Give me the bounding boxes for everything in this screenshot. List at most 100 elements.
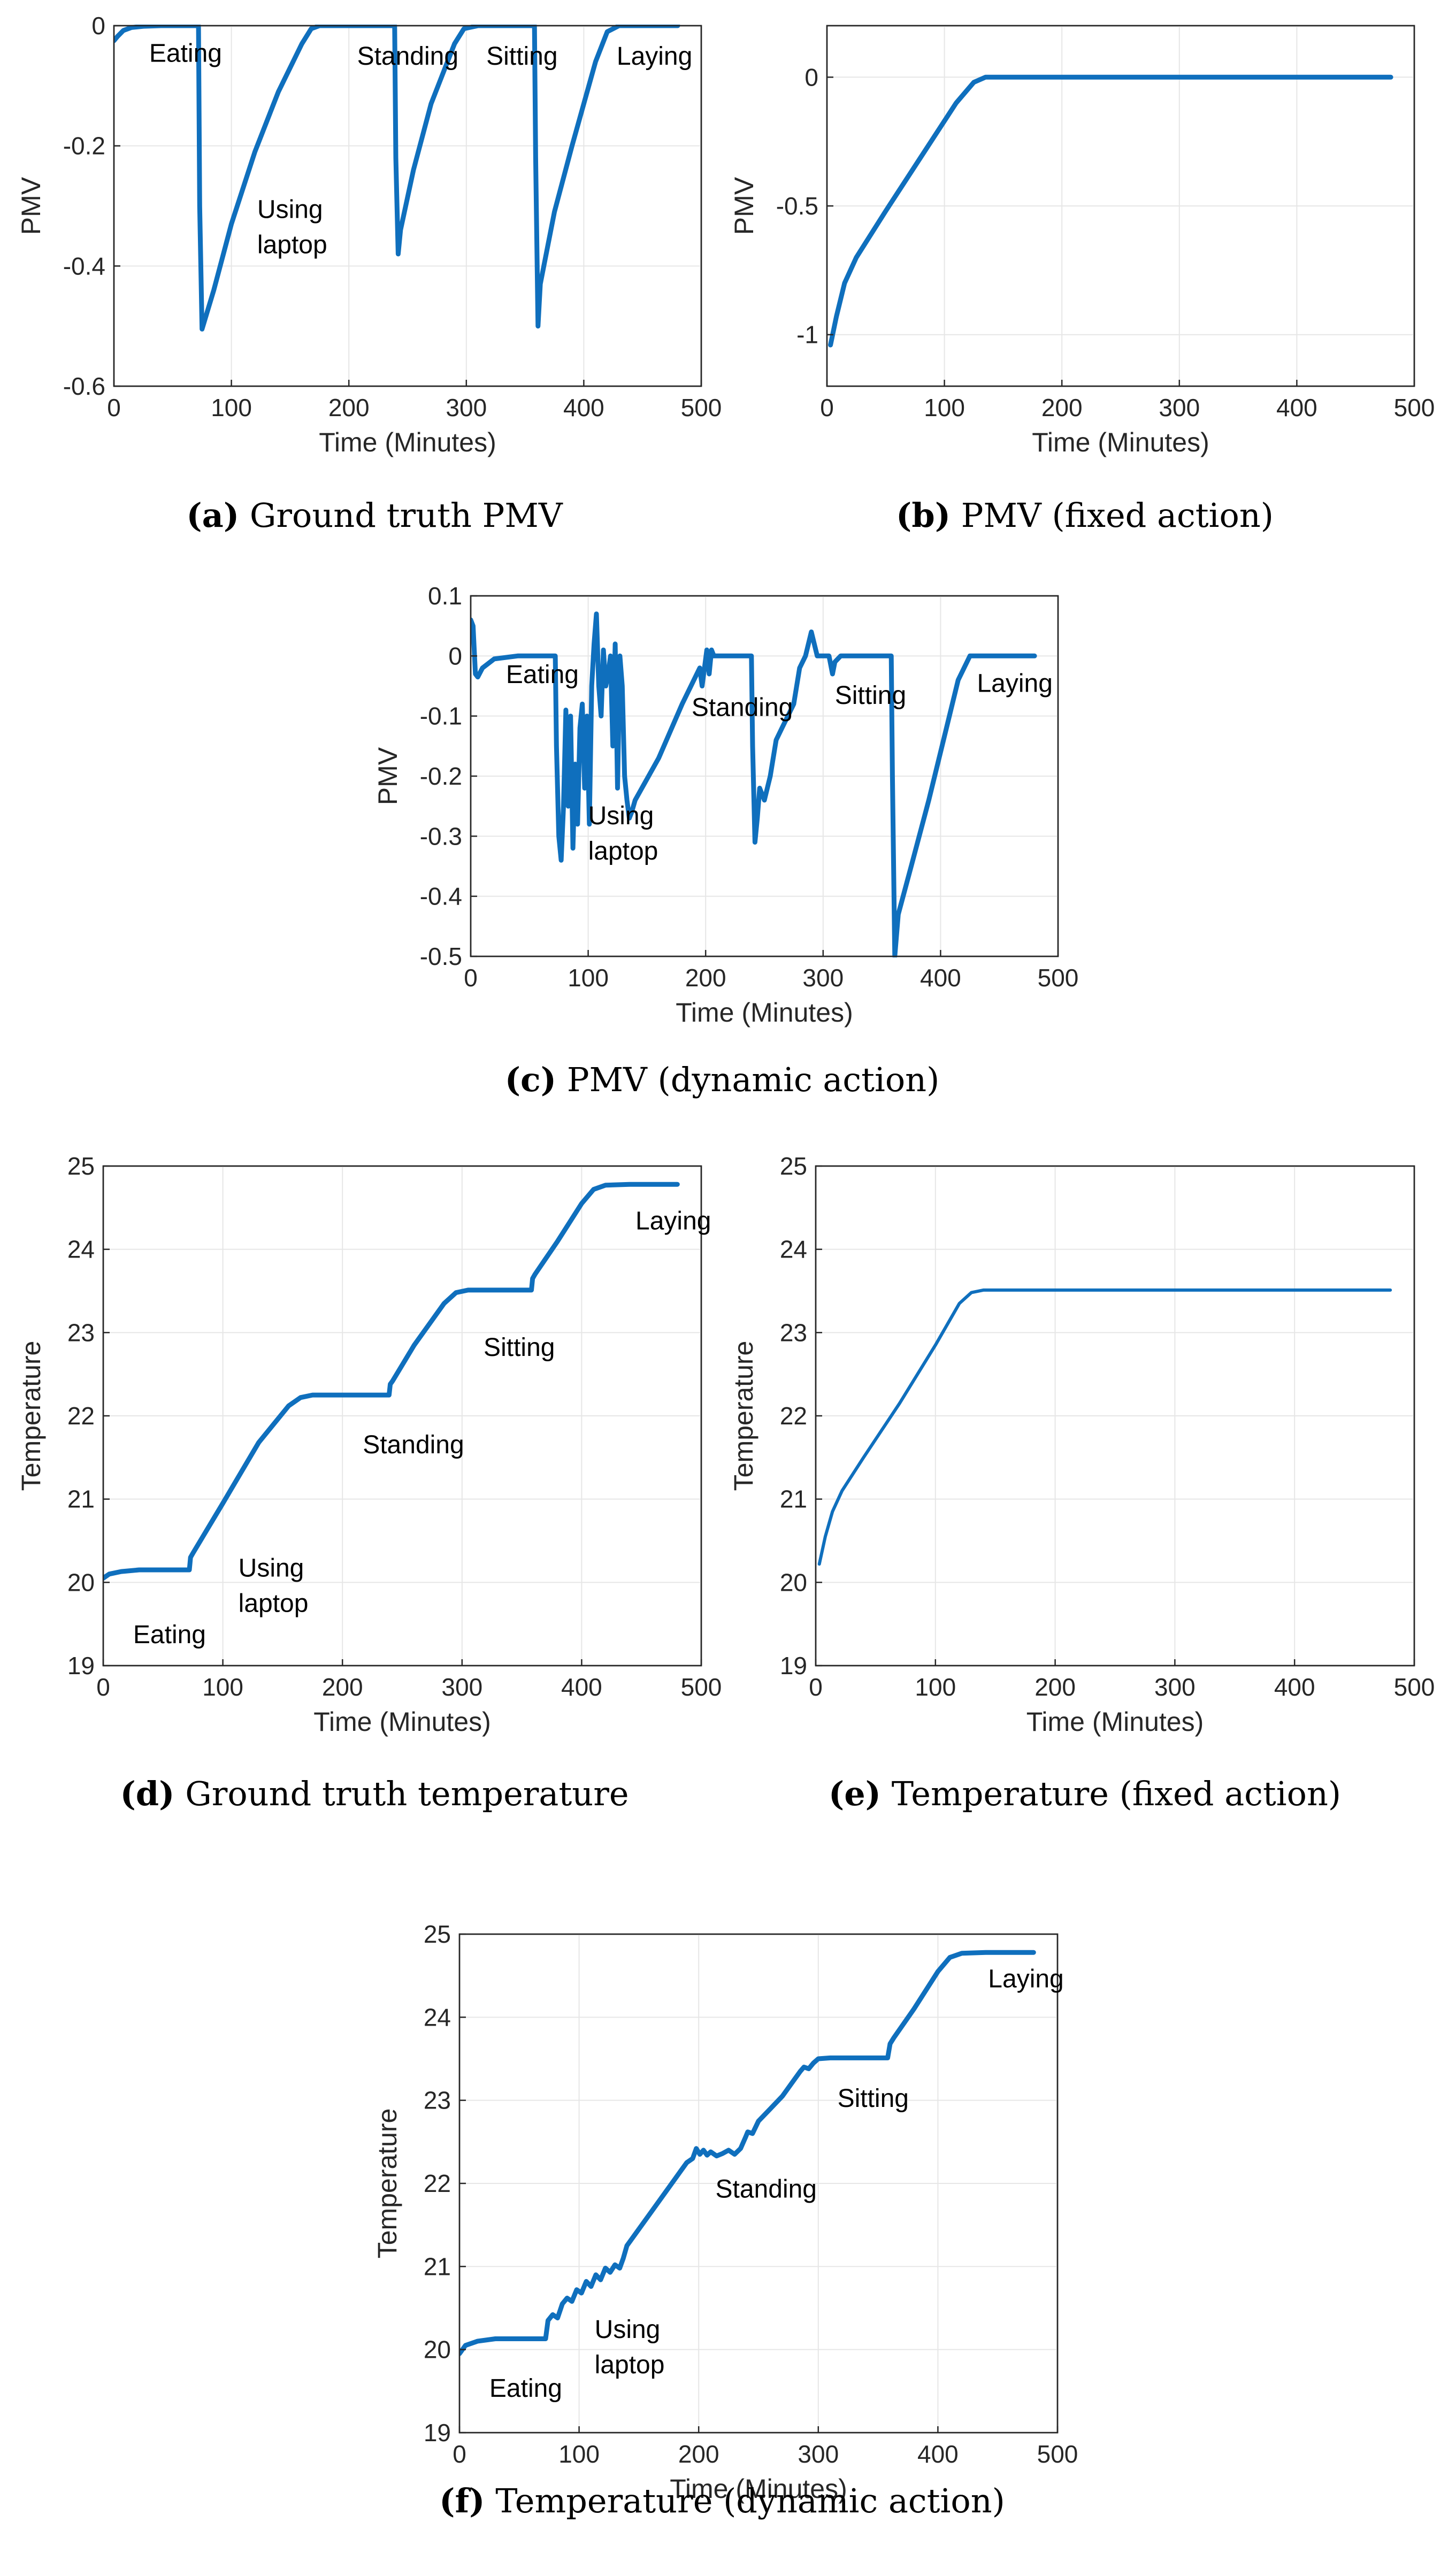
series-line-0: [103, 1182, 680, 1581]
annotation-label: Eating: [506, 661, 579, 689]
x-tick-label: 400: [920, 964, 961, 992]
y-tick-label: 25: [780, 1152, 807, 1180]
y-tick-label: -0.6: [63, 372, 105, 400]
annotation-label: Laying: [617, 42, 692, 71]
subfigure-caption: (e) Temperature (fixed action): [829, 1774, 1341, 1813]
y-tick-label: -0.5: [420, 942, 462, 970]
y-tick-label: -0.3: [420, 822, 462, 850]
chart-d: 0 100 200 300 400 500 19 20 21 22 23 24 25 Time (Minu…: [16, 1152, 722, 1813]
y-tick-label: 25: [67, 1152, 95, 1180]
chart-a: 0 100 200 300 400 500 -0.6 -0.4 -0.2 0 Time (Minut…: [16, 12, 722, 535]
chart-c: 0 100 200 300 400 500 -0.5 -0.4 -0.3 -0.2 -0.1 0 0.1…: [373, 582, 1078, 1099]
annotation-label: Sitting: [484, 1333, 555, 1362]
y-tick-label: 21: [67, 1485, 95, 1513]
y-tick-label: 23: [67, 1318, 95, 1346]
y-tick-label: -0.4: [63, 252, 105, 280]
x-tick-label: 300: [446, 394, 487, 421]
y-tick-label: 22: [67, 1402, 95, 1430]
x-tick-label: 500: [1038, 964, 1079, 992]
x-tick-label: 0: [820, 394, 834, 421]
x-axis-label: Time (Minutes): [670, 2474, 847, 2504]
y-tick-label: 0: [448, 642, 462, 670]
annotation-label: Eating: [149, 39, 222, 67]
x-tick-label: 0: [453, 2440, 466, 2468]
y-axis-label: Temperature: [729, 1341, 758, 1491]
y-tick-label: 24: [780, 1236, 807, 1263]
annotation-label: Standing: [692, 694, 793, 722]
series-line-0: [459, 1950, 1036, 2356]
y-tick-label: -0.2: [420, 762, 462, 790]
subfigure-caption: (f) Temperature (dynamic action): [439, 2481, 1005, 2520]
y-tick-label: 22: [424, 2169, 451, 2197]
annotation-label: Eating: [133, 1621, 206, 1649]
x-tick-label: 0: [809, 1673, 823, 1701]
x-tick-label: 400: [563, 394, 604, 421]
y-tick-label: 19: [780, 1652, 807, 1680]
annotation-label: Sitting: [838, 2084, 909, 2113]
x-tick-label: 300: [798, 2440, 839, 2468]
chart-b: 0 100 200 300 400 500 -1 -0.5 0 Time (Minutes) PMV…: [729, 25, 1435, 535]
y-tick-label: 0.1: [428, 582, 462, 610]
annotation-label: Standing: [363, 1431, 464, 1459]
x-tick-label: 500: [1037, 2440, 1078, 2468]
x-tick-label: 300: [441, 1673, 482, 1701]
x-axis-label: Time (Minutes): [676, 998, 853, 1028]
x-tick-label: 500: [1394, 1673, 1435, 1701]
y-axis-label: PMV: [729, 177, 759, 235]
annotation-label: Sitting: [835, 681, 906, 710]
x-tick-label: 0: [464, 964, 478, 992]
annotation-label: Sitting: [486, 42, 557, 71]
subfigure-caption: (d) Ground truth temperature: [120, 1774, 629, 1813]
annotation-label: Eating: [489, 2374, 562, 2403]
x-tick-label: 500: [681, 1673, 722, 1701]
x-axis-label: Time (Minutes): [313, 1707, 491, 1737]
x-tick-label: 100: [211, 394, 252, 421]
x-tick-label: 200: [678, 2440, 719, 2468]
x-tick-label: 300: [802, 964, 844, 992]
y-axis-label: PMV: [16, 177, 46, 235]
y-tick-label: 25: [424, 1920, 451, 1948]
y-tick-label: 0: [804, 63, 818, 91]
x-tick-label: 0: [96, 1673, 110, 1701]
y-axis-label: Temperature: [16, 1341, 46, 1491]
annotation-label: Standing: [357, 42, 459, 71]
y-tick-label: 23: [424, 2087, 451, 2114]
x-tick-label: 100: [202, 1673, 243, 1701]
y-tick-label: -1: [796, 321, 818, 349]
x-axis-label: Time (Minutes): [1032, 427, 1209, 457]
annotation-label: Laying: [988, 1965, 1063, 1993]
chart-f: 0 100 200 300 400 500 19 20 21 22 23 24 25 Time (Minu…: [372, 1920, 1078, 2520]
annotation-label: Using laptop: [588, 802, 658, 865]
x-tick-label: 500: [1394, 394, 1435, 421]
y-tick-label: 24: [424, 2003, 451, 2031]
x-tick-label: 200: [1041, 394, 1083, 421]
y-tick-label: -0.1: [420, 702, 462, 730]
x-tick-label: 400: [917, 2440, 959, 2468]
series-line-0: [828, 74, 1393, 348]
y-tick-label: 20: [424, 2336, 451, 2364]
x-tick-label: 200: [1034, 1673, 1076, 1701]
y-tick-label: 20: [67, 1568, 95, 1596]
annotation-label: Using laptop: [239, 1554, 309, 1617]
annotation-label: Standing: [716, 2175, 817, 2203]
series-line-0: [471, 611, 1037, 957]
axes-box: [113, 25, 702, 387]
y-tick-label: 0: [91, 12, 105, 40]
x-tick-label: 400: [561, 1673, 602, 1701]
y-tick-label: 24: [67, 1236, 95, 1263]
y-tick-label: 19: [67, 1652, 95, 1680]
x-tick-label: 100: [568, 964, 609, 992]
y-tick-label: -0.4: [420, 883, 462, 910]
y-tick-label: 19: [424, 2419, 451, 2447]
y-tick-label: 21: [780, 1485, 807, 1513]
y-axis-label: PMV: [373, 747, 403, 805]
x-tick-label: 500: [681, 394, 722, 421]
chart-e: 0 100 200 300 400 500 19 20 21 22 23 24 25 Time (Minu…: [729, 1152, 1435, 1813]
y-tick-label: -0.2: [63, 132, 105, 160]
y-tick-label: 22: [780, 1402, 807, 1430]
annotation-label: Using laptop: [257, 195, 327, 259]
x-tick-label: 300: [1154, 1673, 1196, 1701]
annotation-label: Laying: [977, 670, 1052, 698]
series-line-0: [817, 1288, 1392, 1566]
y-tick-label: -0.5: [776, 192, 818, 220]
